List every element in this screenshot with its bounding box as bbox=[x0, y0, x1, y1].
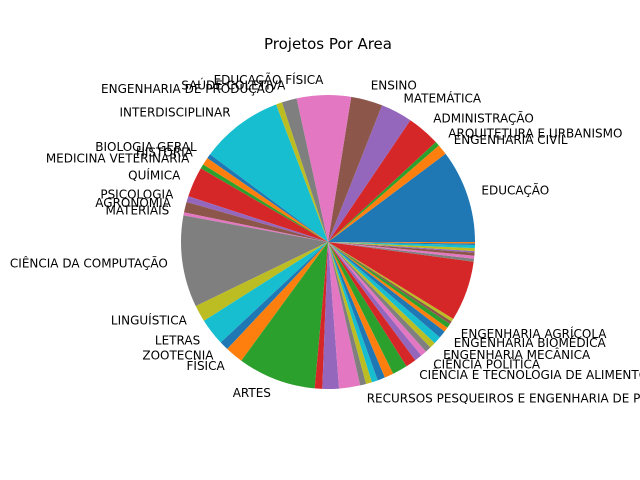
pie-slice bbox=[328, 242, 407, 374]
slice-label: RECURSOS PESQUEIROS E ENGENHARIA DE PESC… bbox=[367, 392, 640, 406]
slice-label: ENGENHARIA CIVIL bbox=[454, 133, 568, 147]
slice-label: LINGUÍSTICA bbox=[111, 312, 188, 327]
pie-slice bbox=[328, 242, 385, 381]
pie-slice bbox=[328, 242, 448, 332]
pie-slice bbox=[328, 242, 474, 319]
pie-slice bbox=[220, 242, 328, 349]
slice-label: ZOOTECNIA bbox=[142, 349, 214, 363]
pie-slice bbox=[195, 242, 328, 321]
pie-slice bbox=[328, 145, 446, 242]
pie-slice bbox=[328, 242, 431, 352]
slice-label: QUÍMICA bbox=[128, 168, 181, 183]
pie-slice bbox=[328, 242, 475, 262]
pie-slice bbox=[184, 202, 328, 242]
pie-slice bbox=[328, 242, 475, 249]
pie-slice bbox=[328, 242, 416, 367]
pie-slice bbox=[188, 168, 328, 242]
slice-label: MEDICINA VETERINÁRIA bbox=[46, 150, 190, 165]
pie-slice bbox=[328, 242, 440, 344]
slice-label: BIOLOGIA GERAL bbox=[95, 140, 197, 154]
slice-label: ARQUITETURA E URBANISMO bbox=[448, 126, 622, 140]
slice-label: ENGENHARIA BIOMÉDICA bbox=[454, 335, 607, 350]
pie-slice bbox=[276, 102, 328, 243]
pie-slice bbox=[186, 196, 328, 242]
chart-title: Projetos Por Area bbox=[264, 35, 392, 53]
pie-slice bbox=[328, 242, 454, 322]
pie-slice bbox=[181, 215, 328, 307]
pie-slice bbox=[328, 105, 411, 242]
pie-slice bbox=[328, 242, 422, 361]
pie-slice bbox=[314, 242, 328, 389]
slice-label: LETRAS bbox=[155, 334, 200, 348]
pie-slice bbox=[328, 242, 475, 244]
slice-label: FÍSICA bbox=[187, 358, 226, 373]
slice-label: HISTÓRIA bbox=[136, 145, 194, 160]
slice-label: ENGENHARIA AGRÍCOLA bbox=[461, 326, 608, 341]
pie-slice bbox=[207, 154, 328, 242]
slice-label: ENGENHARIA MECÂNICA bbox=[443, 347, 591, 362]
pie-slice bbox=[328, 242, 475, 259]
pie-slice bbox=[200, 164, 328, 242]
pie-slice bbox=[328, 153, 476, 242]
pie-slice bbox=[328, 242, 435, 348]
pie-slice bbox=[328, 120, 436, 242]
pie-slices bbox=[181, 95, 476, 389]
pie-slice bbox=[328, 242, 378, 383]
pie-slice bbox=[328, 242, 450, 328]
pie-slice bbox=[328, 242, 475, 246]
pie-slice bbox=[203, 242, 328, 343]
pie-slice bbox=[227, 242, 328, 361]
slice-label: CIÊNCIA POLÍTICA bbox=[433, 356, 541, 371]
pie-slice bbox=[328, 242, 452, 325]
slice-label: CIÊNCIA E TECNOLOGIA DE ALIMENTOS bbox=[419, 367, 640, 382]
slice-label: EDUCAÇÃO bbox=[481, 182, 549, 197]
slice-label: ENGENHARIA DE PRODUÇÃO bbox=[101, 81, 274, 96]
pie-slice bbox=[296, 95, 352, 243]
slice-label: PSICOLOGIA bbox=[100, 187, 174, 201]
pie-slice bbox=[183, 212, 328, 242]
pie-slice bbox=[328, 242, 445, 338]
pie-slice bbox=[241, 242, 328, 389]
pie-slice bbox=[328, 96, 383, 242]
pie-slice bbox=[328, 242, 394, 378]
pie-slice bbox=[209, 104, 328, 242]
slice-label: MATEMÁTICA bbox=[404, 91, 482, 106]
slice-label: CIÊNCIA DA COMPUTAÇÃO bbox=[10, 255, 168, 270]
slice-label: SAÚDE COLETIVA bbox=[181, 78, 286, 93]
slice-label: AGRONOMIA bbox=[95, 196, 171, 210]
pie-slice bbox=[328, 142, 439, 242]
slice-label: ENSINO bbox=[371, 79, 417, 93]
slice-label: ARTES bbox=[233, 386, 271, 400]
pie-slice bbox=[328, 242, 367, 386]
pie-slice bbox=[328, 242, 426, 356]
slice-label: EDUCAÇÃO FÍSICA bbox=[214, 72, 325, 87]
pie-slice bbox=[281, 98, 328, 243]
pie-slice bbox=[203, 158, 328, 242]
pie-slice bbox=[328, 242, 361, 389]
pie-slice bbox=[328, 242, 372, 384]
pie-slice bbox=[322, 242, 340, 389]
pie-slice bbox=[328, 242, 475, 256]
pie-slice bbox=[328, 242, 475, 253]
slice-label: INTERDISCIPLINAR bbox=[120, 105, 231, 119]
pie-slice bbox=[328, 242, 475, 252]
slice-label: MATERIAIS bbox=[106, 204, 170, 218]
slice-label: ADMINISTRAÇÃO bbox=[433, 111, 533, 126]
